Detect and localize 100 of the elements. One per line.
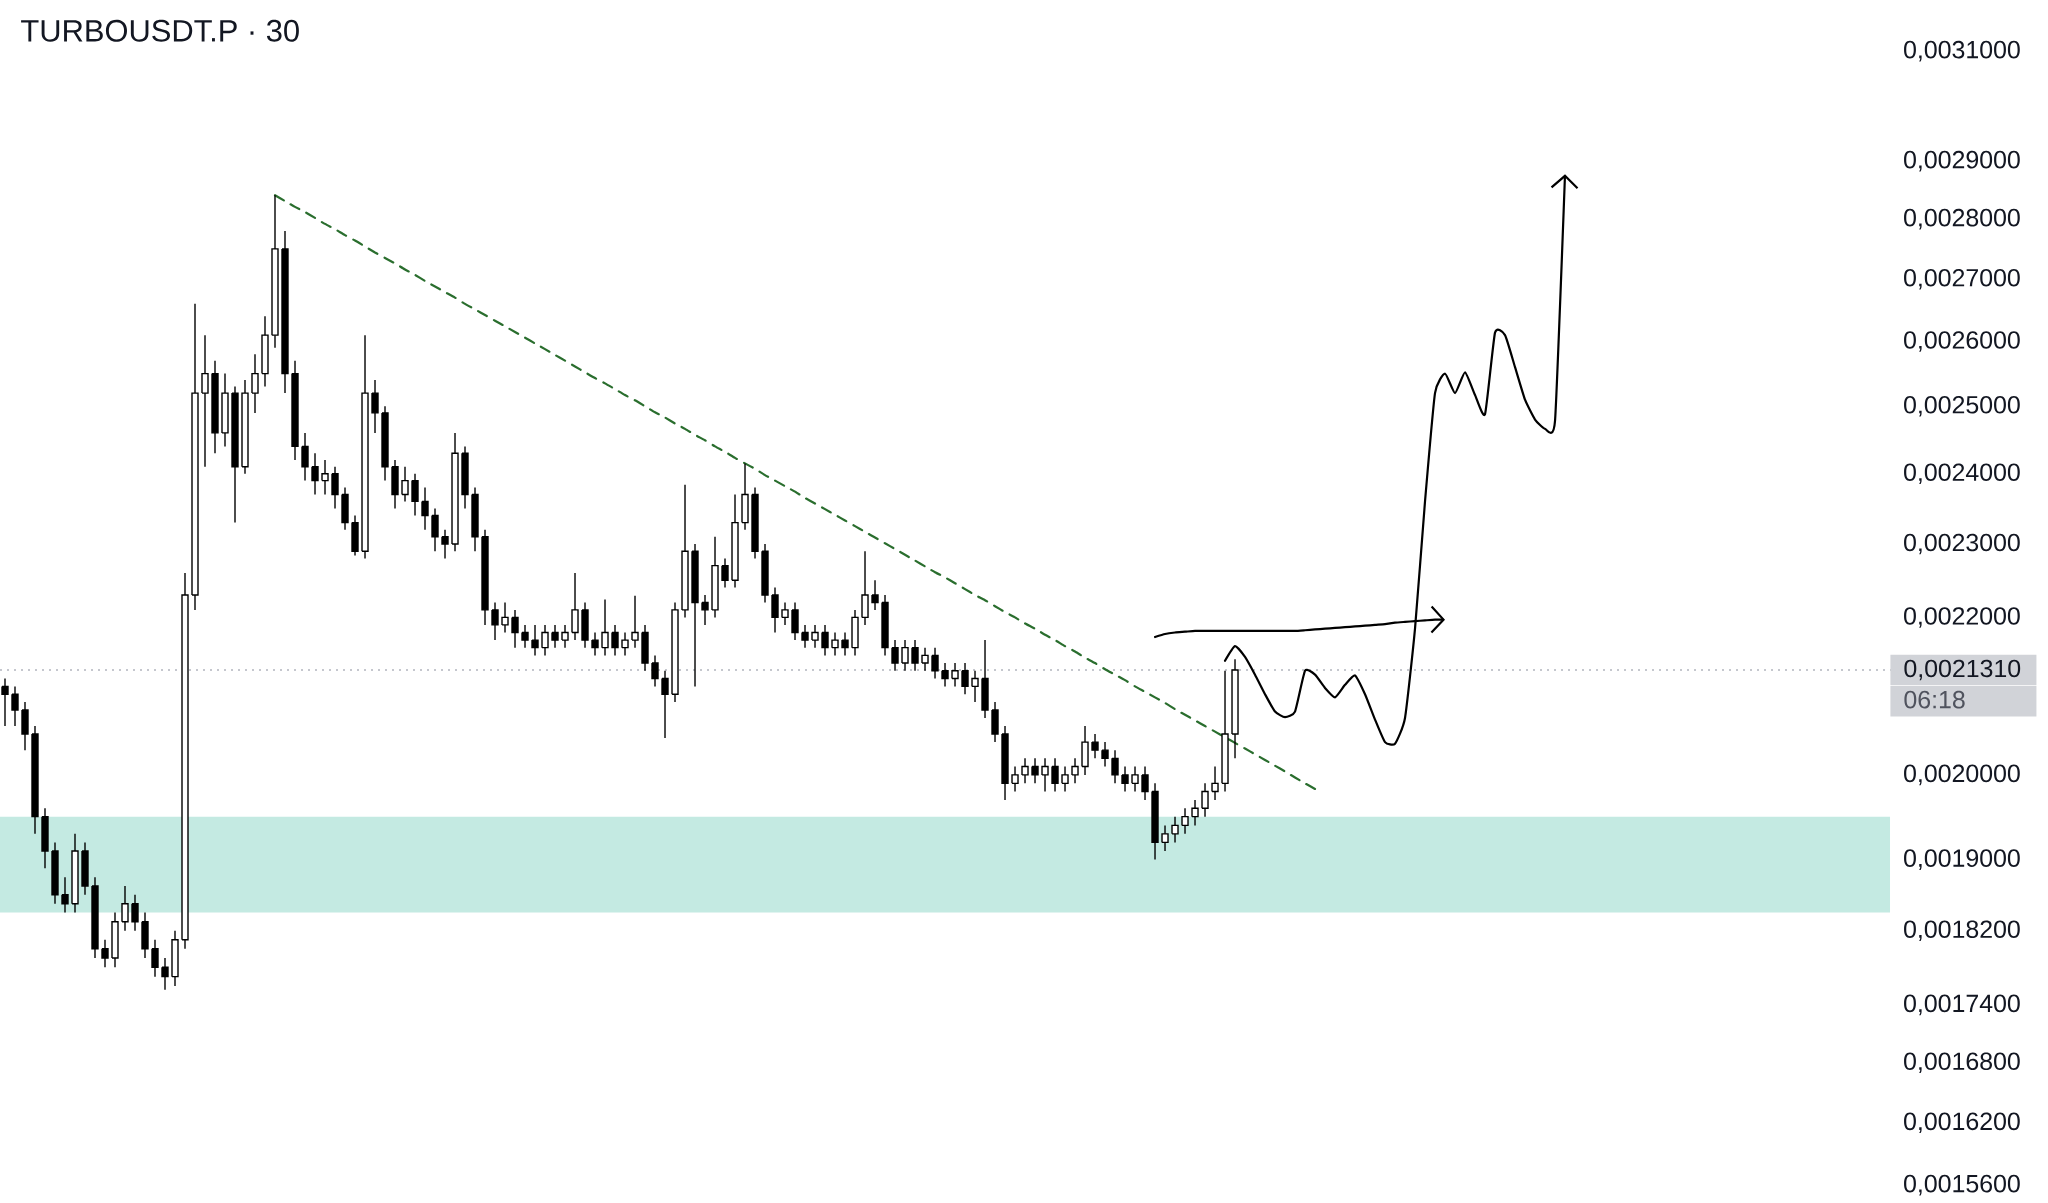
candlestick [441, 528, 449, 560]
y-tick-label: 0,0022000 [1904, 607, 2020, 628]
candlestick [1191, 799, 1199, 827]
candlestick [631, 595, 639, 649]
candlestick [331, 466, 339, 510]
candlestick [561, 624, 569, 649]
candlestick [411, 472, 419, 517]
candlestick [671, 601, 679, 703]
candlestick [761, 543, 769, 604]
candlestick [211, 359, 219, 454]
candlestick [281, 230, 289, 394]
candlestick [171, 929, 179, 987]
candlestick [11, 685, 19, 727]
candlestick [1141, 765, 1149, 801]
candlestick [931, 646, 939, 680]
candlestick [1071, 757, 1079, 785]
y-tick-label: 0,0029000 [1904, 150, 2020, 172]
candlestick [471, 486, 479, 552]
candlestick [1221, 670, 1229, 793]
candlestick [1081, 725, 1089, 776]
candlestick [381, 405, 389, 482]
candlestick [841, 631, 849, 657]
candlestick [791, 601, 799, 641]
candlestick [231, 385, 239, 524]
candlestick [971, 670, 979, 703]
candlestick [551, 624, 559, 649]
candlestick [961, 662, 969, 695]
candlestick [51, 841, 59, 905]
y-tick-label: 0,0025000 [1904, 395, 2020, 417]
candlestick [371, 379, 379, 434]
candlestick [831, 631, 839, 657]
candlestick [591, 631, 599, 657]
ref-line-label: 0,0021310 [1904, 659, 2021, 681]
y-tick-label: 0,0031000 [1904, 40, 2020, 62]
candlestick [731, 493, 739, 589]
candlestick [71, 833, 79, 914]
candlestick [1131, 765, 1139, 793]
candlestick [711, 536, 719, 619]
candlestick [391, 459, 399, 510]
candlestick [451, 432, 459, 552]
y-tick-label: 0,0024000 [1904, 463, 2020, 484]
candlestick [111, 911, 119, 969]
candlestick [751, 486, 759, 560]
candlestick [1061, 765, 1069, 793]
candlestick [1091, 733, 1099, 760]
candlestick [201, 334, 209, 468]
candlestick [421, 486, 429, 531]
candlestick [161, 957, 169, 991]
candlestick [301, 432, 309, 482]
candlestick [641, 624, 649, 672]
candlestick [1041, 757, 1049, 793]
candlestick [1201, 782, 1209, 818]
candlestick [361, 334, 369, 560]
candlestick [781, 601, 789, 626]
candlestick [921, 646, 929, 672]
candlestick [681, 483, 689, 619]
chart-title: TURBOUSDT.P · 30 [21, 19, 299, 42]
candlestick [481, 528, 489, 626]
candlestick [401, 466, 409, 503]
candlestick [241, 379, 249, 475]
y-tick-label: 0,0027000 [1904, 268, 2020, 290]
candlestick [951, 662, 959, 688]
candlestick [81, 841, 89, 896]
candlestick [221, 372, 229, 448]
candlestick [461, 445, 469, 510]
candlestick [981, 639, 989, 719]
candlestick [291, 359, 299, 461]
candlestick [571, 572, 579, 641]
candlestick [501, 601, 509, 634]
y-tick-label: 0,0023000 [1904, 533, 2020, 555]
candlestick [911, 639, 919, 672]
y-tick-label: 0,0019000 [1904, 849, 2020, 870]
candlestick [991, 701, 999, 743]
candlestick [41, 807, 49, 869]
y-tick-label: 0,0016200 [1904, 1112, 2020, 1134]
candlestick [31, 725, 39, 835]
candlestick [821, 624, 829, 657]
candlestick [851, 609, 859, 657]
candlestick [611, 624, 619, 657]
candlestick [271, 194, 279, 349]
candlestick [131, 894, 139, 932]
candlestick [61, 876, 69, 914]
candlestick [181, 572, 189, 950]
candlestick [261, 315, 269, 388]
candlestick [311, 452, 319, 496]
candlestick [881, 594, 889, 657]
candlestick [91, 876, 99, 959]
candlestick [861, 550, 869, 626]
candlestick [1011, 765, 1019, 793]
candlestick [21, 701, 29, 751]
candlestick [941, 662, 949, 688]
candlestick [511, 609, 519, 649]
candlestick [1101, 741, 1109, 768]
text: 06:18 [1904, 690, 1965, 709]
candlestick [871, 579, 879, 611]
candlestick [191, 303, 199, 611]
y-tick-label: 0,0017400 [1904, 994, 2020, 1016]
candlestick [321, 459, 329, 496]
y-tick-label: 0,0026000 [1904, 331, 2020, 352]
candlestick [1181, 807, 1189, 835]
